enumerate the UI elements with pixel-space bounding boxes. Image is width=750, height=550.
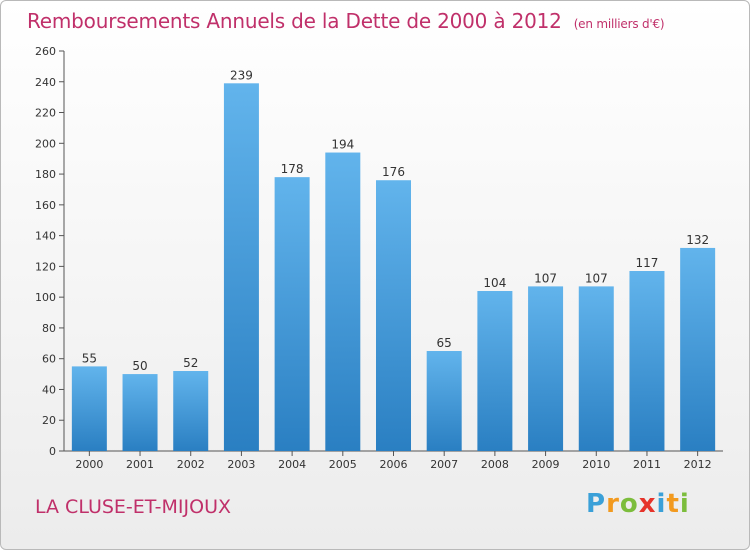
x-tick-label: 2012 (684, 458, 712, 471)
bar (376, 180, 411, 451)
bar (274, 177, 310, 451)
x-tick-label: 2003 (227, 458, 255, 471)
x-tick-label: 2009 (532, 458, 560, 471)
y-tick-label: 20 (42, 414, 56, 427)
x-tick-label: 2000 (75, 458, 103, 471)
data-label: 107 (534, 271, 557, 285)
y-tick-label: 180 (35, 168, 56, 181)
y-tick-label: 160 (35, 199, 56, 212)
bar (477, 291, 513, 451)
bar (528, 286, 564, 451)
y-tick-label: 260 (35, 45, 56, 58)
y-tick-label: 60 (42, 353, 56, 366)
data-label: 176 (382, 165, 405, 179)
bar (71, 366, 107, 451)
proxiti-logo: Proxiti (586, 489, 690, 519)
x-tick-label: 2001 (126, 458, 154, 471)
data-label: 132 (686, 233, 709, 247)
y-tick-label: 80 (42, 322, 56, 335)
chart-title-text: Remboursements Annuels de la Dette de 20… (27, 9, 562, 33)
y-tick-label: 200 (35, 137, 56, 150)
bar (325, 152, 361, 452)
y-tick-label: 240 (35, 76, 56, 89)
data-label: 50 (132, 359, 147, 373)
data-label: 55 (82, 351, 97, 365)
x-tick-label: 2004 (278, 458, 306, 471)
data-label: 239 (230, 68, 253, 82)
logo-letter: o (619, 489, 639, 519)
y-tick-label: 220 (35, 107, 56, 120)
y-tick-label: 40 (42, 383, 56, 396)
chart-bars: 55 50 52 239 178 194 176 65 104 107 107 117 132 (71, 68, 716, 452)
y-tick-label: 0 (49, 445, 56, 458)
x-tick-label: 2011 (633, 458, 661, 471)
bar (426, 351, 462, 451)
chart-axes: 0 20 40 60 80 100 120 140 160 180 200 220 240 260 2000… (35, 45, 723, 471)
data-label: 104 (483, 276, 506, 290)
bar (680, 247, 716, 451)
bar (223, 83, 259, 452)
logo-letter: P (586, 489, 607, 519)
chart-title: Remboursements Annuels de la Dette de 20… (27, 9, 665, 33)
x-tick-label: 2006 (380, 458, 408, 471)
logo-letter: t (666, 489, 680, 519)
commune-name: LA CLUSE-ET-MIJOUX (35, 496, 231, 518)
chart-unit: (en milliers d'€) (573, 17, 665, 31)
data-label: 178 (281, 162, 304, 176)
data-label: 65 (437, 336, 452, 350)
data-label: 107 (585, 271, 608, 285)
y-tick-label: 100 (35, 291, 56, 304)
x-tick-label: 2002 (177, 458, 205, 471)
logo-letter: x (638, 489, 657, 519)
y-tick-label: 120 (35, 260, 56, 273)
x-tick-label: 2007 (430, 458, 458, 471)
data-label: 52 (183, 356, 198, 370)
bar (578, 286, 614, 451)
bar (122, 374, 158, 451)
y-tick-label: 140 (35, 230, 56, 243)
data-label: 117 (636, 256, 659, 270)
logo-letter: i (656, 489, 667, 519)
data-label: 194 (331, 138, 354, 152)
x-tick-label: 2010 (582, 458, 610, 471)
x-tick-label: 2005 (329, 458, 357, 471)
x-tick-label: 2008 (481, 458, 509, 471)
bar (173, 371, 209, 451)
bar (629, 271, 665, 451)
logo-letter: r (606, 489, 620, 519)
logo-letter: i (679, 489, 690, 519)
